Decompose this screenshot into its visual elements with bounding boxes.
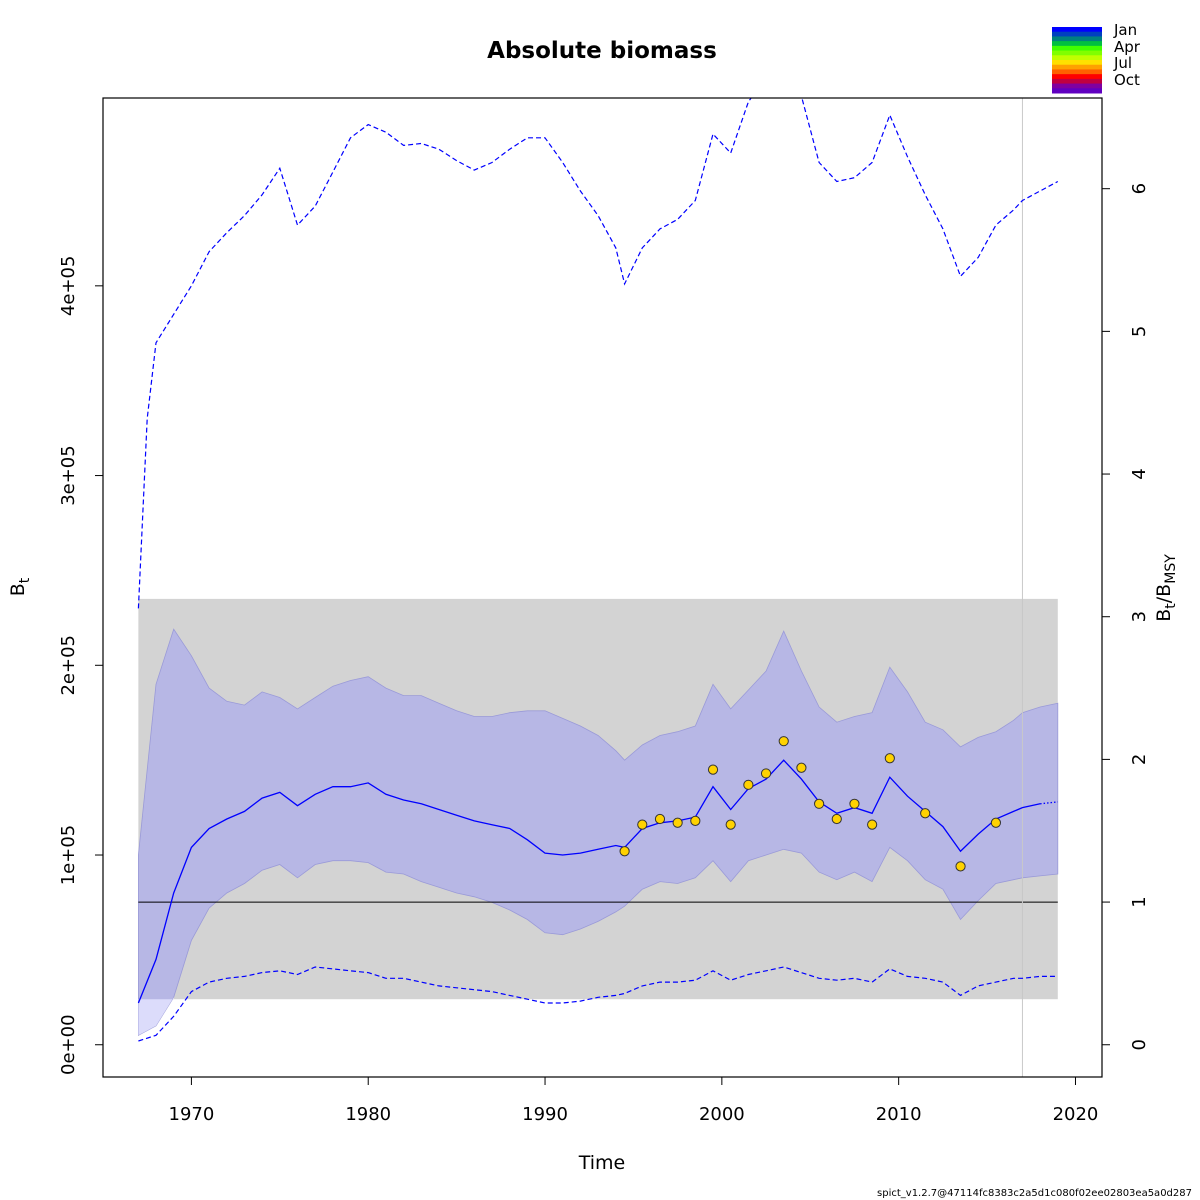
right-tick-label: 1	[1129, 896, 1150, 907]
legend-swatch	[1052, 78, 1102, 85]
observation-point	[619, 846, 630, 857]
y-tick-label: 3e+05	[58, 445, 79, 506]
right-tick-label: 3	[1129, 611, 1150, 622]
right-title-b1: B	[1153, 609, 1175, 622]
x-tick-label: 1970	[169, 1104, 215, 1125]
legend-label: Jul	[1113, 54, 1132, 72]
right-title-sub1: t	[1163, 603, 1179, 609]
observation-point	[884, 753, 895, 764]
x-tick-label: 2020	[1053, 1104, 1099, 1125]
observation-point	[990, 817, 1002, 828]
observation-point	[920, 808, 931, 819]
x-tick-label: 1990	[522, 1104, 568, 1125]
observation-point	[743, 779, 754, 790]
legend-swatch	[1052, 64, 1102, 70]
observation-points	[619, 736, 1002, 872]
biomass-lines	[137, 98, 1059, 1077]
outer-upper-line	[137, 98, 1059, 609]
right-axis-title: Bt/BMSY	[1153, 554, 1179, 622]
biomass-estimate-line	[137, 759, 1041, 1004]
observation-point	[654, 813, 666, 825]
x-axis: 1970 1980 1990 2000 2010 2020	[169, 1076, 1099, 1125]
legend-swatch	[1052, 55, 1102, 61]
right-title-sub2: MSY	[1163, 554, 1179, 584]
y-tick-label: 2e+05	[58, 635, 79, 696]
y-axis-title: Bt	[7, 577, 33, 596]
observation-point	[778, 736, 789, 747]
y-axis-title-sub: t	[17, 577, 33, 583]
observation-point	[637, 819, 648, 830]
y-tick-label: 1e+05	[58, 825, 79, 886]
observation-point	[672, 817, 683, 828]
legend-swatch	[1052, 88, 1102, 94]
right-tick-label: 5	[1129, 326, 1150, 337]
outer-lower-line	[138, 966, 1058, 1042]
observation-point	[725, 819, 736, 830]
y-axis-title-main: B	[7, 583, 29, 596]
legend-swatch	[1052, 74, 1102, 80]
legend-swatch	[1052, 36, 1102, 42]
observation-point	[690, 815, 701, 826]
legend-swatch	[1052, 83, 1102, 89]
legend-swatch	[1052, 45, 1102, 52]
legend-label: Apr	[1114, 38, 1141, 56]
observation-point	[849, 798, 860, 809]
x-tick-label: 1980	[345, 1104, 391, 1125]
right-title-slash: /	[1153, 596, 1175, 603]
y-tick-label: 4e+05	[58, 256, 79, 317]
y-axis-left: 0e+00 1e+05 2e+05 3e+05 4e+05	[58, 256, 104, 1075]
right-tick-label: 0	[1129, 1039, 1150, 1050]
legend-label: Oct	[1114, 71, 1140, 89]
ci-early-segment	[138, 997, 174, 1036]
biomass-ci	[138, 628, 1059, 1036]
right-title-b2: B	[1153, 584, 1175, 597]
right-tick-label: 4	[1129, 468, 1150, 479]
legend-swatch	[1052, 50, 1102, 56]
legend-swatch	[1052, 31, 1102, 37]
observation-point	[760, 768, 772, 779]
legend-swatch	[1052, 27, 1102, 33]
observation-point	[707, 764, 719, 775]
legend-swatch	[1052, 69, 1102, 75]
x-tick-label: 2010	[876, 1104, 922, 1125]
y-axis-right: 0 1 2 3 4 5 6	[1101, 183, 1150, 1050]
legend-swatch	[1052, 60, 1102, 66]
observation-point	[796, 762, 807, 773]
x-axis-title: Time	[578, 1152, 626, 1174]
biomass-forecast-line	[1040, 801, 1058, 805]
chart-title: Absolute biomass	[487, 38, 717, 64]
ci-polygon	[138, 628, 1059, 1036]
right-tick-label: 2	[1129, 754, 1150, 765]
y-tick-label: 0e+00	[58, 1014, 79, 1075]
version-footer: spict_v1.2.7@47114fc8383c2a5d1c080f02ee0…	[877, 1188, 1192, 1199]
observation-point	[831, 813, 842, 825]
observation-point	[867, 819, 878, 830]
legend-label: Jan	[1113, 21, 1137, 39]
observation-point	[955, 861, 966, 872]
plot-area	[137, 98, 1059, 1077]
observation-point	[813, 798, 825, 809]
right-tick-label: 6	[1129, 183, 1150, 194]
x-tick-label: 2000	[699, 1104, 745, 1125]
legend-swatch	[1052, 41, 1102, 47]
